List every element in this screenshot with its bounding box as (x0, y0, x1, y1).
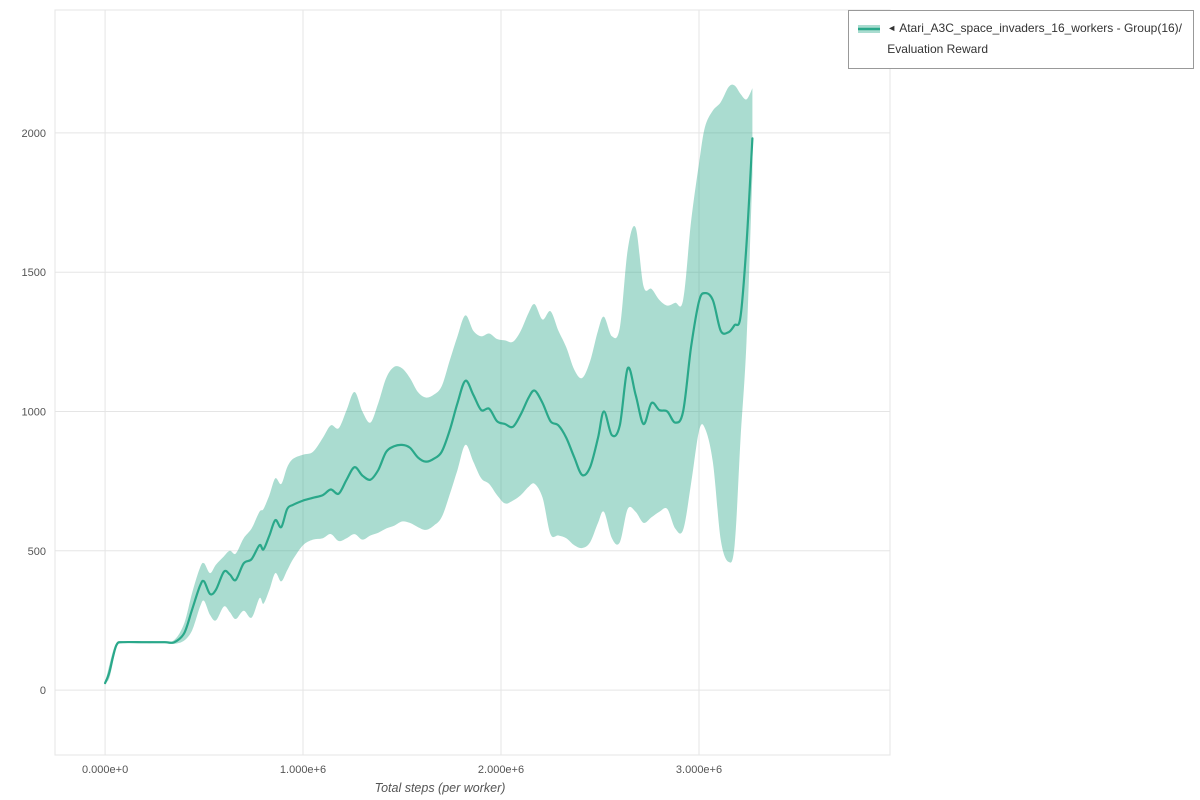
x-tick-label: 0.000e+0 (82, 764, 128, 776)
x-tick-label: 1.000e+6 (280, 764, 326, 776)
plot-border (54, 9, 891, 756)
legend-collapse-icon[interactable]: ◄ (887, 23, 897, 33)
y-tick-label: 2000 (22, 128, 46, 140)
y-tick-label: 1000 (22, 407, 46, 419)
mean-line (104, 137, 754, 685)
legend-metric-name: Evaluation Reward (887, 42, 988, 56)
y-tick-label: 0 (40, 685, 46, 697)
legend-series-name: Atari_A3C_space_invaders_16_workers - Gr… (899, 21, 1182, 35)
confidence-band (105, 84, 753, 684)
y-tick-label: 1500 (22, 267, 46, 279)
band-line-swatch-icon (858, 25, 881, 33)
legend-series-label: ◄ Atari_A3C_space_invaders_16_workers - G… (887, 18, 1182, 60)
x-axis-title: Total steps (per worker) (375, 781, 506, 795)
legend-line-1: ◄ Atari_A3C_space_invaders_16_workers - G… (887, 21, 1182, 35)
legend[interactable]: ◄ Atari_A3C_space_invaders_16_workers - G… (848, 10, 1194, 69)
y-tick-label: 500 (28, 546, 46, 558)
series-color-swatch (858, 22, 881, 43)
x-tick-label: 3.000e+6 (676, 764, 722, 776)
x-tick-label: 2.000e+6 (478, 764, 524, 776)
